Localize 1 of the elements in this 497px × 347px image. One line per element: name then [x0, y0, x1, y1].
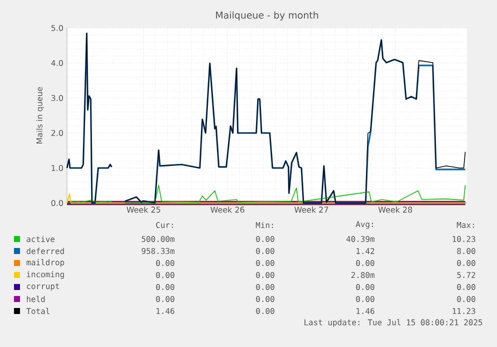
chart-title: Mailqueue - by month — [216, 11, 318, 21]
